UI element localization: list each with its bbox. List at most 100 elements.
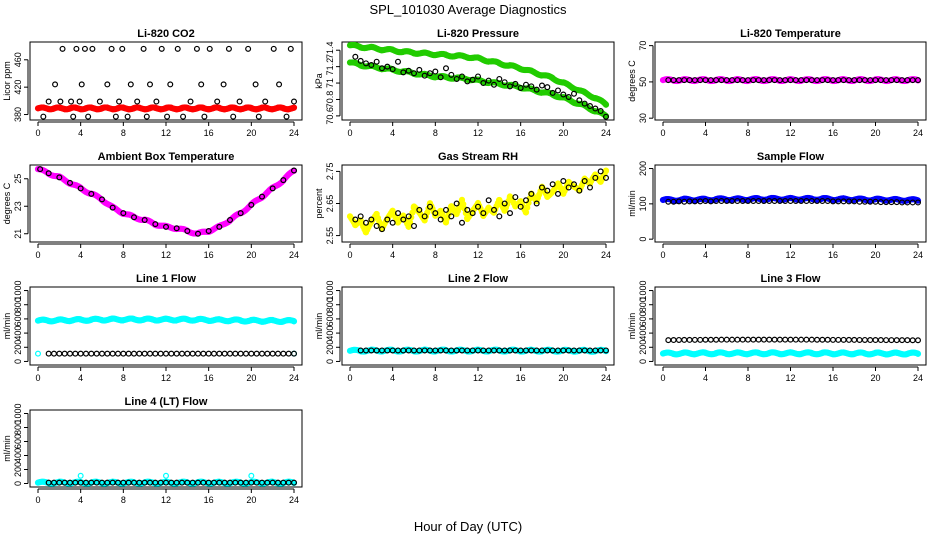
data-point bbox=[248, 350, 255, 357]
data-point bbox=[280, 350, 287, 357]
data-point bbox=[400, 69, 407, 76]
data-point bbox=[437, 74, 444, 81]
y-tick-label: 25 bbox=[13, 174, 23, 184]
x-tick-label: 0 bbox=[347, 250, 352, 260]
data-point bbox=[243, 350, 250, 357]
y-tick-label: 2.65 bbox=[325, 195, 335, 213]
y-tick-label: 400 bbox=[13, 448, 23, 463]
series-co2-avg bbox=[40, 45, 298, 120]
data-point bbox=[77, 350, 84, 357]
y-tick-label: 2.75 bbox=[325, 163, 335, 181]
data-point bbox=[501, 200, 508, 207]
data-point bbox=[459, 219, 466, 226]
data-point bbox=[205, 228, 212, 235]
data-point bbox=[167, 81, 174, 88]
y-axis-label: degrees C bbox=[2, 182, 12, 224]
y-tick-label: 800 bbox=[325, 297, 335, 312]
data-point bbox=[136, 350, 143, 357]
data-point bbox=[180, 113, 187, 120]
data-point bbox=[829, 336, 836, 343]
data-point bbox=[507, 83, 514, 90]
data-point bbox=[427, 203, 434, 210]
data-point bbox=[512, 80, 519, 87]
data-point bbox=[237, 210, 244, 217]
data-point bbox=[88, 190, 95, 197]
data-point bbox=[883, 337, 890, 344]
data-point bbox=[395, 210, 402, 217]
data-point bbox=[368, 61, 375, 68]
data-point bbox=[147, 81, 154, 88]
data-point bbox=[888, 337, 895, 344]
data-point bbox=[670, 337, 677, 344]
data-point bbox=[501, 79, 508, 86]
data-point bbox=[163, 472, 170, 479]
series-pressure-upper bbox=[346, 42, 610, 108]
data-point bbox=[379, 226, 386, 233]
data-point bbox=[37, 166, 44, 173]
data-point bbox=[198, 81, 205, 88]
data-point bbox=[66, 179, 73, 186]
data-point bbox=[448, 213, 455, 220]
data-point bbox=[157, 350, 164, 357]
data-point bbox=[665, 337, 672, 344]
data-point bbox=[443, 206, 450, 213]
data-point bbox=[189, 350, 196, 357]
series-co2-dense bbox=[34, 104, 298, 113]
data-point bbox=[914, 199, 921, 206]
x-tick-label: 4 bbox=[78, 373, 83, 383]
plot-area bbox=[346, 42, 610, 120]
x-tick-label: 20 bbox=[870, 250, 880, 260]
data-point bbox=[131, 350, 138, 357]
data-point bbox=[750, 336, 757, 343]
data-point bbox=[195, 230, 202, 237]
panel-title: Line 1 Flow bbox=[136, 273, 196, 285]
x-tick-label: 0 bbox=[35, 373, 40, 383]
y-axis-label: ml/min bbox=[2, 435, 12, 462]
plot-frame bbox=[29, 286, 303, 366]
panel-title: Sample Flow bbox=[757, 151, 825, 163]
data-point bbox=[104, 81, 111, 88]
data-point bbox=[34, 350, 41, 357]
data-point bbox=[744, 336, 751, 343]
data-point bbox=[127, 81, 134, 88]
data-point bbox=[713, 336, 720, 343]
data-point bbox=[565, 184, 572, 191]
data-point bbox=[373, 58, 380, 65]
data-point bbox=[225, 45, 232, 52]
data-point bbox=[533, 86, 540, 93]
x-tick-label: 12 bbox=[161, 495, 171, 505]
x-tick-label: 4 bbox=[390, 250, 395, 260]
data-point bbox=[792, 336, 799, 343]
data-point bbox=[269, 350, 276, 357]
data-point bbox=[893, 337, 900, 344]
y-tick-label: 200 bbox=[13, 462, 23, 477]
data-point bbox=[586, 184, 593, 191]
data-point bbox=[766, 336, 773, 343]
data-point bbox=[193, 45, 200, 52]
x-tick-label: 8 bbox=[433, 250, 438, 260]
series-temp-avg bbox=[665, 77, 921, 84]
x-tick-label: 24 bbox=[289, 128, 299, 138]
data-point bbox=[592, 174, 599, 181]
x-tick-label: 4 bbox=[78, 128, 83, 138]
data-point bbox=[544, 84, 551, 91]
data-point bbox=[357, 57, 364, 64]
data-point bbox=[276, 81, 283, 88]
y-axis-label: degrees C bbox=[627, 60, 637, 102]
data-point bbox=[395, 58, 402, 65]
data-point bbox=[814, 336, 821, 343]
data-point bbox=[221, 350, 228, 357]
y-tick-label: 600 bbox=[325, 311, 335, 326]
x-tick-label: 24 bbox=[601, 250, 611, 260]
series-rh-avg bbox=[352, 168, 609, 233]
data-point bbox=[77, 472, 84, 479]
x-tick-label: 0 bbox=[35, 128, 40, 138]
series-box-dense bbox=[34, 166, 298, 237]
x-tick-label: 4 bbox=[390, 128, 395, 138]
data-point bbox=[81, 45, 88, 52]
panel-line-4-lt-flow: Line 4 (LT) Flow ml/min 0 4 8 12 16 20 24 0 200400… bbox=[2, 396, 303, 505]
data-point bbox=[379, 65, 386, 72]
data-point bbox=[867, 337, 874, 344]
x-tick-label: 12 bbox=[473, 128, 483, 138]
x-tick-label: 24 bbox=[601, 373, 611, 383]
